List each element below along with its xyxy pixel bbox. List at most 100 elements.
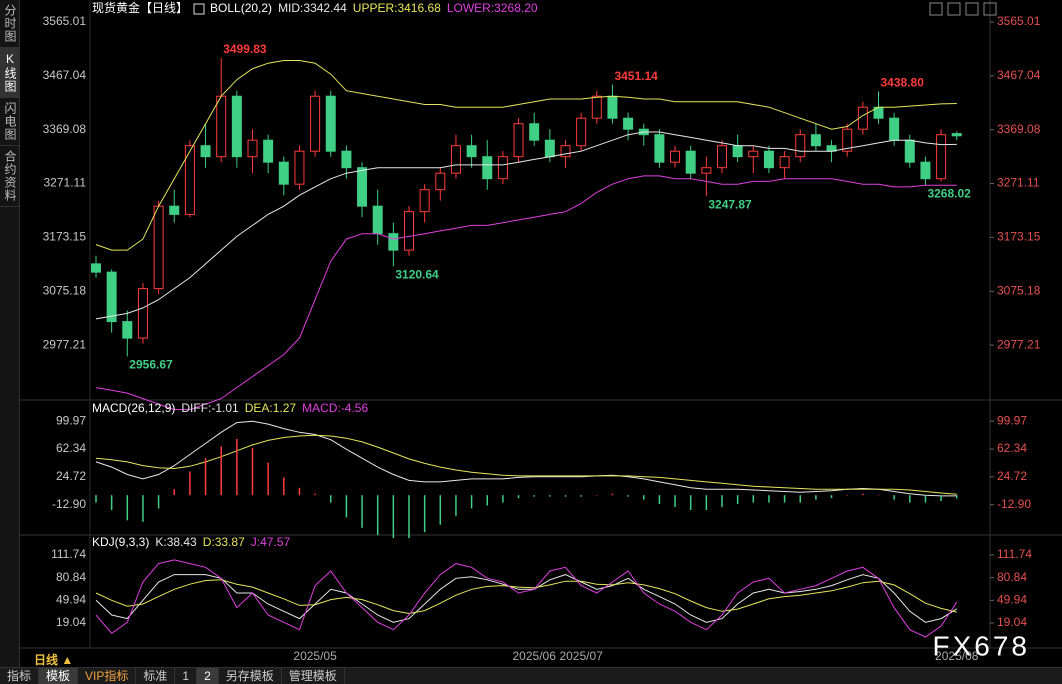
- header-text: MACD(26,12,9): [92, 401, 175, 415]
- histogram-bar: [799, 495, 801, 503]
- tool-icon[interactable]: [947, 2, 961, 16]
- histogram-bar: [173, 489, 175, 496]
- watermark: FX678: [933, 630, 1031, 661]
- candle-body: [795, 134, 806, 158]
- indicator-line: [95, 175, 957, 411]
- candle-body: [513, 123, 524, 158]
- candle-body: [466, 145, 477, 158]
- candle-body: [763, 150, 774, 169]
- tab[interactable]: 另存模板: [219, 668, 282, 684]
- candle-body: [216, 95, 227, 158]
- candle-body: [357, 167, 368, 207]
- histogram-bar: [220, 446, 222, 496]
- y-tick-label-right: 3075.18: [997, 283, 1041, 297]
- candle-body: [450, 145, 461, 174]
- indicator-icon: [193, 3, 205, 15]
- candle-body: [544, 139, 555, 158]
- histogram-bar: [596, 495, 598, 496]
- tab[interactable]: 管理模板: [282, 668, 345, 684]
- candle-body: [169, 205, 180, 215]
- candle-body: [951, 133, 962, 137]
- header-text: LOWER:3268.20: [447, 1, 538, 15]
- tool-icon[interactable]: [965, 2, 979, 16]
- sidebar-tab[interactable]: 合约资料: [0, 146, 19, 207]
- indicator-line: [95, 579, 957, 615]
- y-tick-label-right: 80.84: [997, 570, 1027, 584]
- y-tick-label-left: -12.90: [52, 497, 86, 511]
- histogram-bar: [298, 487, 301, 496]
- histogram-bar: [705, 495, 708, 510]
- sidebar-tab[interactable]: 闪电图: [0, 98, 19, 146]
- y-tick-label-right: 3173.15: [997, 230, 1041, 244]
- candle-body: [810, 134, 821, 147]
- y-tick-label-right: 3565.01: [997, 14, 1041, 28]
- candle-body: [607, 95, 618, 119]
- candle-body: [560, 145, 571, 158]
- histogram-bar: [189, 471, 191, 496]
- candle-body: [732, 145, 743, 158]
- histogram-bar: [376, 495, 379, 536]
- y-tick-label-right: 3369.08: [997, 122, 1041, 136]
- header-text: DEA:1.27: [245, 401, 297, 415]
- y-tick-label-right: 2977.21: [997, 337, 1041, 351]
- period-selector[interactable]: 日线 ▲: [34, 653, 74, 667]
- histogram-bar: [674, 495, 676, 508]
- y-tick-label-right: 49.94: [997, 593, 1027, 607]
- candle-body: [200, 145, 211, 158]
- y-tick-label-left: 3075.18: [43, 283, 87, 297]
- y-tick-label-right: 24.72: [997, 469, 1027, 483]
- candle-body: [325, 95, 336, 152]
- high-label: 3438.80: [881, 76, 925, 90]
- tab[interactable]: 2: [197, 668, 219, 684]
- candle-body: [435, 172, 446, 191]
- candle-body: [529, 123, 540, 141]
- tab[interactable]: VIP指标: [78, 668, 137, 684]
- y-tick-label-left: 3173.15: [43, 230, 87, 244]
- sidebar-tab[interactable]: K线图: [0, 48, 19, 98]
- y-tick-label-right: 62.34: [997, 441, 1027, 455]
- low-label: 3120.64: [395, 267, 439, 281]
- histogram-bar: [330, 495, 332, 503]
- candle-body: [920, 161, 931, 180]
- tab[interactable]: 标准: [136, 668, 176, 684]
- low-label: 3247.87: [708, 198, 752, 212]
- candle-body: [717, 145, 727, 169]
- histogram-bar: [956, 495, 958, 499]
- high-label: 3451.14: [614, 69, 658, 83]
- histogram-bar: [408, 495, 410, 539]
- histogram-bar: [564, 495, 567, 497]
- histogram-bar: [267, 462, 269, 496]
- histogram-bar: [455, 495, 457, 516]
- candle-body: [388, 233, 399, 251]
- x-tick-label: 2025/07: [559, 649, 603, 663]
- y-tick-label-right: 19.04: [997, 615, 1027, 629]
- header-text: MACD:-4.56: [302, 401, 368, 415]
- chart: 现货黄金【日线】 BOLL(20,2) MID:3342.44 UPPER:3416.…: [20, 0, 1062, 663]
- sidebar-tab[interactable]: 分时图: [0, 0, 19, 48]
- tool-icon[interactable]: [983, 2, 997, 16]
- indicator-line: [95, 434, 957, 495]
- tool-icon[interactable]: [929, 2, 943, 16]
- histogram-bar: [721, 495, 723, 508]
- header-text: KDJ(9,3,3): [92, 535, 149, 549]
- tab[interactable]: 模板: [39, 668, 79, 684]
- histogram-bar: [142, 495, 144, 522]
- histogram-bar: [486, 495, 488, 506]
- histogram-bar: [110, 495, 113, 510]
- header-text: MID:3342.44: [278, 1, 347, 15]
- indicator-line: [95, 60, 957, 251]
- histogram-bar: [768, 495, 770, 503]
- histogram-bar: [580, 495, 582, 497]
- indicator-line: [95, 559, 958, 638]
- candle-body: [372, 205, 383, 235]
- y-tick-label-left: 24.72: [56, 469, 86, 483]
- candle-body: [591, 95, 602, 119]
- candle-body: [404, 211, 414, 251]
- indicator-line: [95, 420, 957, 497]
- candle-body: [842, 128, 853, 152]
- histogram-bar: [470, 495, 473, 509]
- tab[interactable]: 1: [175, 668, 198, 684]
- tab[interactable]: 指标: [0, 668, 40, 684]
- histogram-bar: [862, 493, 864, 496]
